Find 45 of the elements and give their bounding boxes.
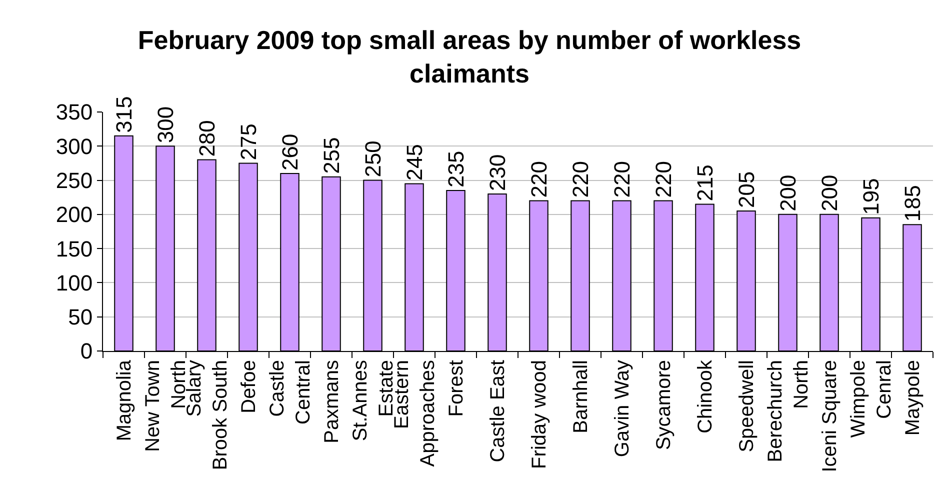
y-tick-label: 0 (80, 338, 93, 364)
x-tick-label: Maypole (902, 360, 924, 436)
data-label: 235 (443, 150, 468, 188)
data-label: 315 (111, 96, 136, 133)
x-tick-label: Magnolia (113, 359, 136, 442)
data-label: 220 (609, 161, 634, 198)
x-tick-label: Castle Central (266, 360, 314, 424)
data-label: 280 (194, 120, 220, 157)
data-label: 200 (816, 174, 842, 212)
data-label: 300 (152, 106, 178, 144)
data-label: 260 (277, 134, 302, 170)
y-tick-label: 200 (56, 202, 93, 228)
data-label: 195 (858, 178, 884, 215)
data-label: 245 (402, 144, 427, 181)
x-tick-label: Berechurch North (764, 360, 812, 462)
data-label: 200 (775, 174, 800, 212)
x-tick-label: Barnhall (570, 360, 592, 434)
data-label: 215 (692, 164, 718, 202)
data-label: 220 (526, 161, 552, 198)
x-tick-label: Castle East (486, 360, 509, 462)
x-tick-label: Gavin Way (611, 360, 634, 458)
y-tick-label: 300 (56, 134, 93, 159)
chart-title: February 2009 top small areas by number of workless claimants (138, 24, 802, 89)
data-label: 250 (360, 140, 386, 178)
y-tick-label: 100 (56, 270, 93, 296)
y-tick-label: 150 (56, 236, 93, 262)
x-tick-label: Paxmans (320, 360, 343, 444)
x-tick-label: Speedwell (736, 360, 758, 452)
y-tick-label: 50 (68, 304, 93, 330)
x-tick-label: Chinook (694, 359, 716, 434)
data-label: 185 (900, 184, 925, 222)
data-label: 220 (568, 161, 593, 198)
data-label: 255 (318, 137, 344, 174)
data-label: 275 (236, 123, 261, 160)
data-label: 205 (734, 171, 759, 208)
x-tick-label: Sycamore (652, 360, 675, 450)
x-tick-label: Iceni Square (818, 360, 841, 472)
data-label: 230 (484, 154, 510, 191)
x-tick-label: Defoe (238, 360, 260, 414)
y-tick-label: 250 (56, 168, 93, 193)
x-tick-label: Friday wood (528, 360, 550, 469)
x-tick-label: Forest (445, 360, 468, 417)
data-label: 220 (650, 161, 676, 198)
x-tick-label: Wimpole Cenral (847, 360, 896, 438)
y-tick-label: 350 (56, 100, 93, 125)
